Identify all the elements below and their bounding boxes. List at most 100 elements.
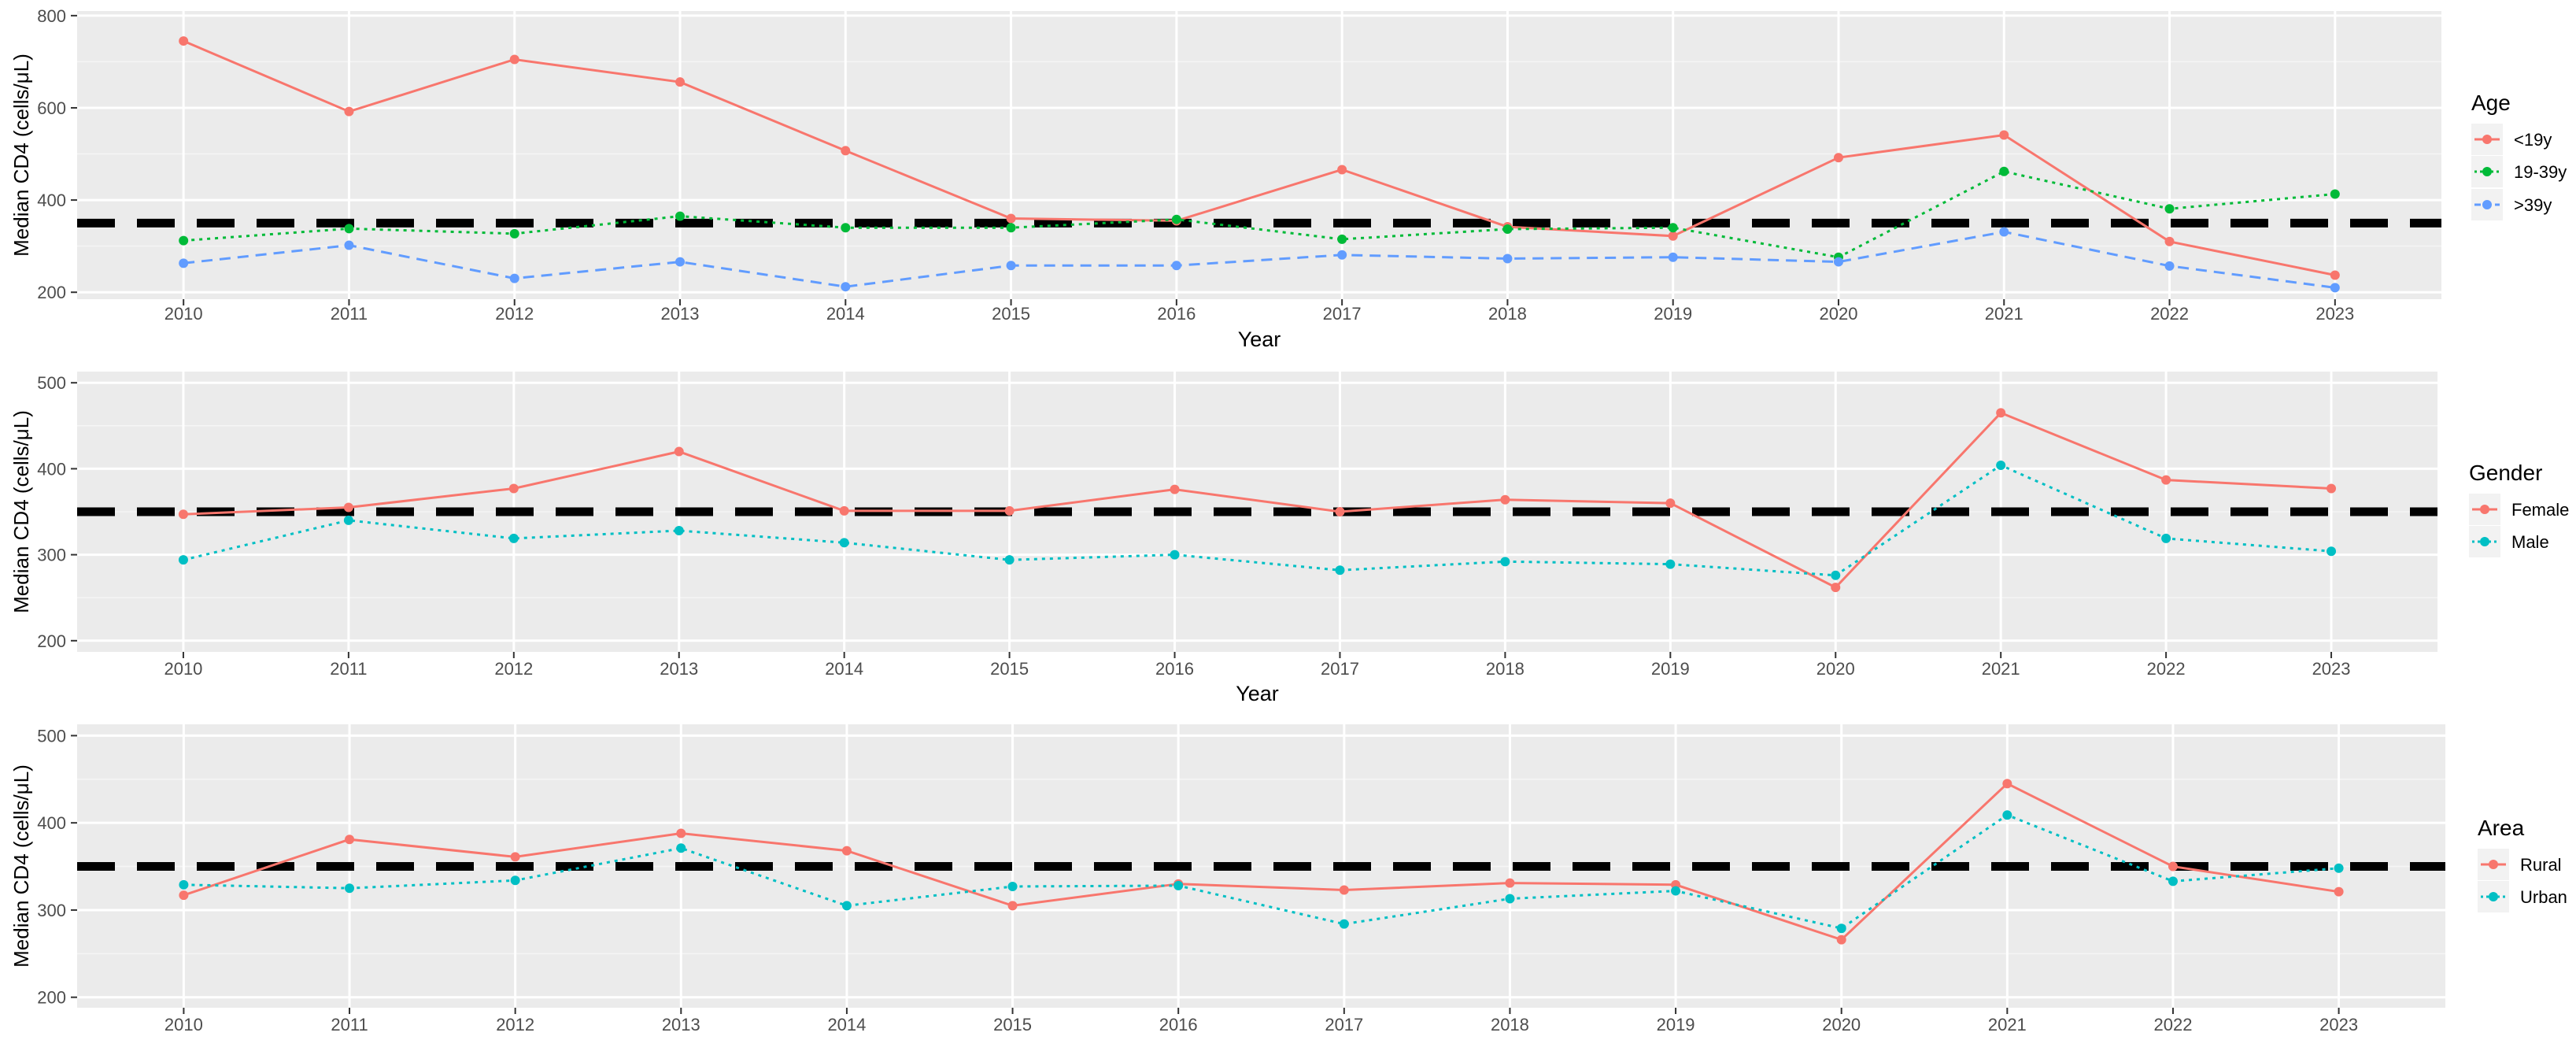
y-tick-label: 200 xyxy=(37,283,66,302)
x-tick-label: 2022 xyxy=(2147,659,2186,679)
x-tick-label: 2019 xyxy=(1657,1015,1695,1034)
legend-key xyxy=(2469,494,2500,525)
x-tick-label: 2021 xyxy=(1982,659,2020,679)
data-point xyxy=(510,875,520,886)
data-point xyxy=(1335,507,1345,516)
data-point xyxy=(2327,483,2337,494)
data-point xyxy=(1339,919,1349,929)
data-point xyxy=(1006,213,1016,224)
y-tick-label: 200 xyxy=(37,631,66,651)
x-tick-label: 2013 xyxy=(661,304,700,324)
data-point xyxy=(2330,189,2340,199)
data-point xyxy=(2161,475,2171,485)
plot-background xyxy=(77,11,2441,299)
data-point xyxy=(1833,257,1843,267)
y-tick-label: 800 xyxy=(37,6,66,26)
data-point xyxy=(1836,935,1846,945)
data-point xyxy=(1665,498,1676,509)
data-point xyxy=(178,555,188,565)
data-point xyxy=(179,890,189,901)
x-tick-label: 2016 xyxy=(1155,659,1194,679)
data-point xyxy=(179,879,189,890)
data-point xyxy=(1337,165,1347,175)
data-point xyxy=(2330,283,2340,293)
data-point xyxy=(2164,236,2175,246)
legend-key xyxy=(2471,156,2503,187)
x-tick-label: 2012 xyxy=(494,659,533,679)
data-point xyxy=(1996,461,2006,471)
legend-title: Age xyxy=(2471,91,2511,115)
legend-key xyxy=(2478,849,2509,880)
y-tick-label: 400 xyxy=(37,813,66,833)
series-line xyxy=(183,411,2332,589)
legend-key-point xyxy=(2482,167,2492,176)
data-point xyxy=(841,901,852,911)
series-Male xyxy=(178,461,2337,580)
series-line xyxy=(183,39,2336,276)
data-point xyxy=(676,828,686,838)
x-tick-label: 2018 xyxy=(1491,1015,1529,1034)
data-point xyxy=(343,515,353,525)
x-tick-label: 2011 xyxy=(331,304,368,324)
data-point xyxy=(841,846,852,856)
data-point xyxy=(179,235,189,246)
x-tick-label: 2023 xyxy=(2319,1015,2358,1034)
data-point xyxy=(509,54,519,65)
data-point xyxy=(1500,494,1510,505)
chart-panel-3: 200 300 400 500 2010 2011 2012 2013 2014 2015 2016… xyxy=(9,724,2567,1034)
data-point xyxy=(345,883,355,894)
data-point xyxy=(675,211,686,221)
x-tick-label: 2020 xyxy=(1820,304,1858,324)
x-tick-label: 2015 xyxy=(993,1015,1032,1034)
series-line xyxy=(183,230,2335,289)
x-tick-label: 2016 xyxy=(1159,1015,1198,1034)
legend-key-point xyxy=(2482,200,2492,209)
data-point xyxy=(344,106,354,117)
data-point xyxy=(1004,505,1015,516)
data-point xyxy=(509,228,519,239)
data-point xyxy=(1505,894,1515,904)
data-point xyxy=(508,533,519,543)
x-tick-label: 2018 xyxy=(1488,304,1527,324)
data-point xyxy=(1335,565,1345,576)
x-tick-label: 2021 xyxy=(1985,304,2023,324)
data-point xyxy=(1831,583,1841,593)
y-tick-label: 500 xyxy=(37,373,66,393)
series-line xyxy=(183,464,2332,577)
data-point xyxy=(2161,533,2171,543)
x-tick-label: 2023 xyxy=(2312,659,2351,679)
data-point xyxy=(510,852,520,862)
x-axis-title: Year xyxy=(1236,682,1279,705)
data-point xyxy=(345,835,355,845)
x-axis-title: Year xyxy=(1238,328,1281,351)
data-point xyxy=(2168,861,2178,872)
x-tick-label: 2016 xyxy=(1157,304,1196,324)
legend-label: Rural xyxy=(2520,855,2562,875)
data-point xyxy=(2002,810,2012,820)
data-point xyxy=(1007,901,1018,911)
data-point xyxy=(2168,876,2178,886)
x-tick-label: 2010 xyxy=(164,304,203,324)
data-point xyxy=(1502,254,1513,264)
data-point xyxy=(674,446,684,457)
x-tick-label: 2022 xyxy=(2153,1015,2192,1034)
data-point xyxy=(508,483,519,494)
data-point xyxy=(675,77,686,87)
data-point xyxy=(1171,261,1181,271)
data-point xyxy=(1171,214,1181,224)
legend-key xyxy=(2478,881,2509,912)
y-tick-label: 200 xyxy=(37,988,66,1008)
y-axis-title: Median CD4 (cells/μL) xyxy=(9,410,33,613)
data-point xyxy=(343,502,353,513)
x-tick-label: 2015 xyxy=(992,304,1030,324)
legend-label: Female xyxy=(2511,500,2569,520)
data-point xyxy=(841,146,851,156)
series-line xyxy=(183,170,2335,259)
data-point xyxy=(344,240,354,250)
data-point xyxy=(509,273,519,283)
data-point xyxy=(1007,882,1018,892)
legend-key-point xyxy=(2482,135,2492,144)
x-tick-label: 2017 xyxy=(1323,304,1362,324)
y-tick-label: 400 xyxy=(37,191,66,210)
x-tick-label: 2022 xyxy=(2150,304,2189,324)
